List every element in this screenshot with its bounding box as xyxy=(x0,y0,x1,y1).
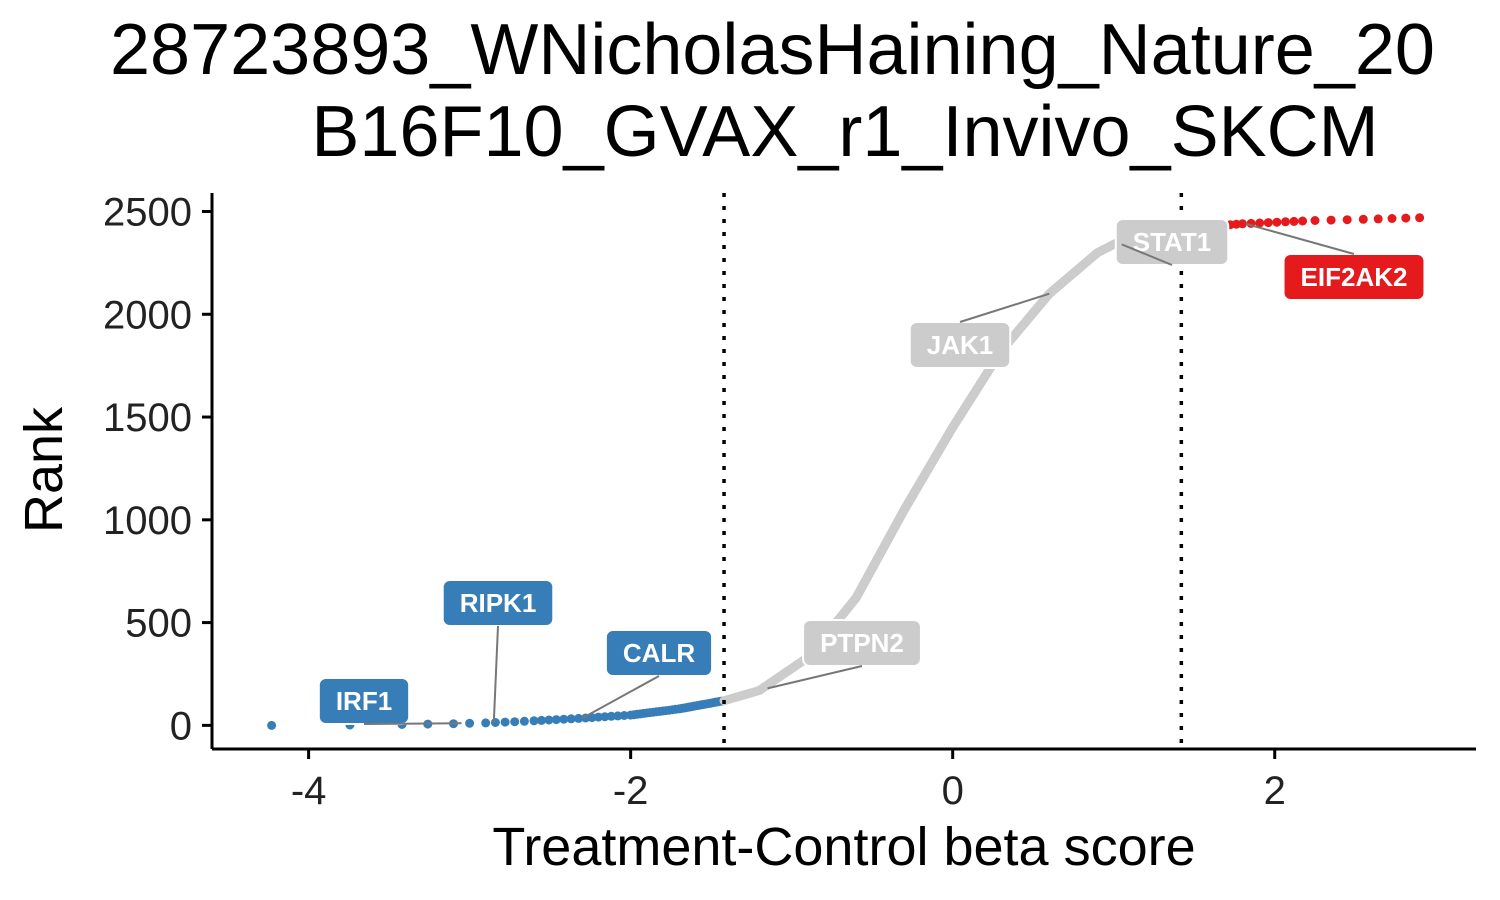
up-gene-point xyxy=(1373,214,1383,224)
y-axis-title: Rank xyxy=(14,406,74,533)
down-gene-point xyxy=(606,711,616,721)
gene-label-leader xyxy=(767,665,863,690)
gene-label-ripk1: RIPK1 xyxy=(441,579,555,723)
gene-label-text: EIF2AK2 xyxy=(1301,262,1408,292)
up-gene-point xyxy=(1310,216,1320,225)
up-gene-point xyxy=(1263,218,1273,228)
gene-label-text: JAK1 xyxy=(927,330,993,360)
down-gene-point xyxy=(490,718,500,727)
x-tick-label: -4 xyxy=(291,769,327,813)
up-gene-point xyxy=(1342,215,1352,225)
up-gene-point xyxy=(1298,216,1308,226)
down-gene-point xyxy=(267,720,277,730)
y-ticks: 0 500 1000 1500 2000 2500 xyxy=(103,190,212,748)
down-gene-point xyxy=(529,716,539,726)
y-tick-label: 1000 xyxy=(103,499,192,543)
up-gene-point xyxy=(1272,217,1282,227)
y-tick-label: 0 xyxy=(170,704,192,748)
y-tick-label: 500 xyxy=(125,602,192,646)
axes: -4 -2 0 2 0 500 1000 1500 2000 2500 xyxy=(103,190,1476,813)
x-tick-label: -2 xyxy=(613,769,649,813)
down-gene-point xyxy=(566,714,576,724)
gene-label-leader xyxy=(959,292,1050,323)
down-gene-point xyxy=(559,714,569,724)
down-gene-point xyxy=(465,718,475,728)
up-gene-point xyxy=(1358,214,1368,224)
gene-label-calr: CALR xyxy=(581,629,714,720)
gene-label-leader xyxy=(363,722,462,725)
gene-label-leader xyxy=(1245,222,1355,255)
x-ticks: -4 -2 0 2 xyxy=(291,749,1286,813)
gene-label-text: CALR xyxy=(623,638,695,668)
up-gene-point xyxy=(1401,213,1411,223)
down-gene-point xyxy=(574,713,584,723)
gene-label-text: STAT1 xyxy=(1133,227,1211,257)
x-tick-label: 2 xyxy=(1264,769,1286,813)
gene-label-stat1: STAT1 xyxy=(1114,218,1230,266)
down-gene-point xyxy=(544,715,554,725)
up-gene-point xyxy=(1415,213,1425,223)
y-tick-label: 1500 xyxy=(103,396,192,440)
down-gene-point xyxy=(593,712,603,722)
down-gene-point xyxy=(613,711,623,721)
x-tick-label: 0 xyxy=(942,769,964,813)
down-gene-point xyxy=(481,718,491,728)
y-tick-label: 2000 xyxy=(103,293,192,337)
down-gene-point xyxy=(551,715,561,725)
x-axis-title: Treatment-Control beta score xyxy=(492,817,1195,877)
down-gene-point xyxy=(500,717,510,727)
gene-label-leader xyxy=(1121,243,1173,266)
down-gene-point xyxy=(600,712,610,722)
gene-label-leader xyxy=(492,625,499,723)
chart-title: 28723893_WNicholasHaining_Nature_20 B16F… xyxy=(110,10,1435,172)
down-gene-point xyxy=(619,711,629,720)
gene-label-text: RIPK1 xyxy=(460,588,537,618)
down-gene-point xyxy=(537,715,546,725)
cutoff-lines xyxy=(722,193,1184,749)
down-gene-point xyxy=(510,717,520,727)
gene-label-eif2ak2: EIF2AK2 xyxy=(1245,222,1426,301)
down-gene-point xyxy=(519,716,529,726)
up-gene-point xyxy=(1238,219,1247,229)
gene-labels: IRF1 RIPK1 CALR PTPN2 JAK1 STAT1 EIF2AK2 xyxy=(317,218,1426,725)
gene-label-text: PTPN2 xyxy=(820,628,904,658)
gene-label-jak1: JAK1 xyxy=(908,292,1050,369)
gene-label-ptpn2: PTPN2 xyxy=(767,619,922,690)
up-gene-point xyxy=(1281,217,1290,227)
gene-label-leader xyxy=(581,675,660,720)
up-gene-point xyxy=(1255,218,1265,228)
title-line-2: B16F10_GVAX_r1_Invivo_SKCM xyxy=(311,92,1378,172)
y-tick-label: 2500 xyxy=(103,190,192,234)
title-line-1: 28723893_WNicholasHaining_Nature_20 xyxy=(110,10,1435,90)
up-gene-point xyxy=(1326,215,1336,225)
gene-label-text: IRF1 xyxy=(336,686,392,716)
up-gene-point xyxy=(1387,214,1397,223)
gene-label-irf1: IRF1 xyxy=(317,677,462,725)
up-gene-point xyxy=(1289,216,1299,226)
down-gene-point xyxy=(587,713,597,723)
